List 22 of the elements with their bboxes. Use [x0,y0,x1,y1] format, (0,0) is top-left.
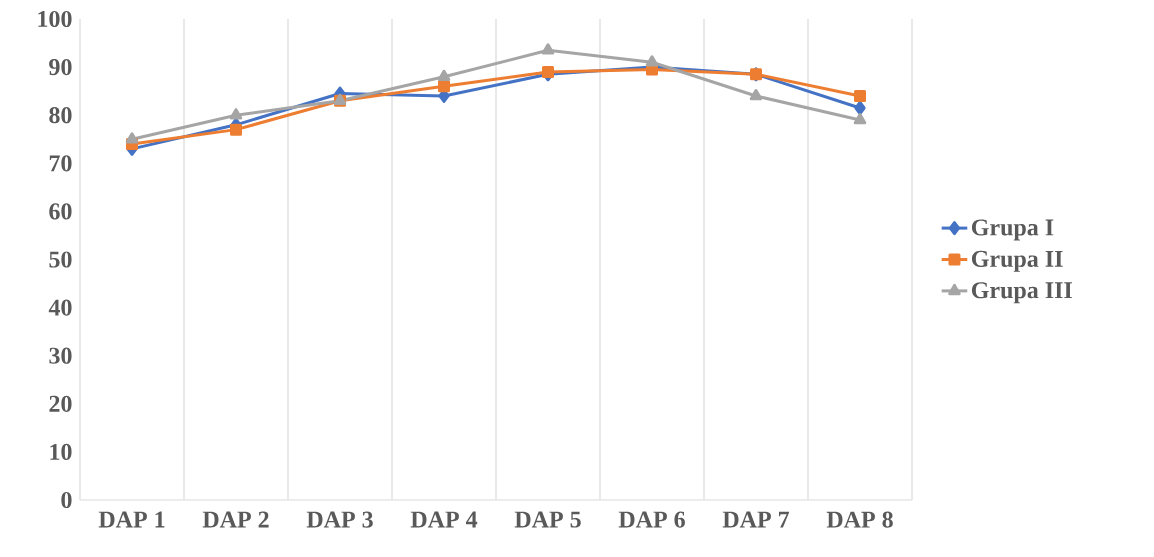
y-tick-label: 40 [48,299,72,316]
x-tick-label: DAP 8 [826,511,893,528]
y-tick-label: 0 [61,491,72,509]
y-tick-label: 30 [49,347,72,364]
x-tick-label: DAP 1 [98,511,165,528]
x-tick-label: DAP 4 [410,511,478,528]
legend-label: Grupa I [971,219,1054,241]
y-tick-label: 20 [49,395,72,412]
x-tick-label: DAP 2 [202,511,269,528]
y-tick-label: 90 [49,58,72,76]
y-tick-label: 80 [49,107,72,124]
x-tick-label: DAP 6 [618,511,685,528]
y-tick-label: 100 [38,10,72,28]
x-tick-label: DAP 3 [306,511,373,528]
x-tick-label: DAP 5 [514,511,581,528]
legend-label: Grupa III [971,282,1072,304]
y-tick-label: 60 [49,203,72,220]
legend-label: Grupa II [971,250,1063,272]
y-tick-label: 70 [49,155,72,172]
y-tick-label: 50 [49,251,72,268]
x-tick-label: DAP 7 [722,511,790,528]
y-tick-label: 10 [50,443,72,460]
